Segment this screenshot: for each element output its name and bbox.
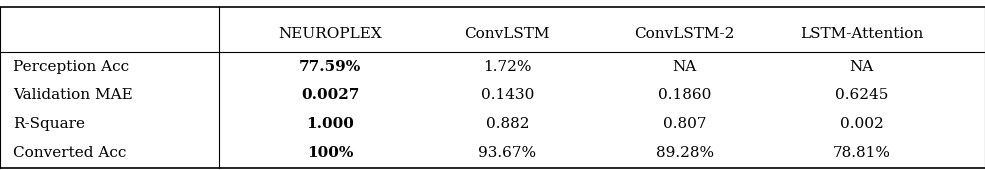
Text: 77.59%: 77.59% <box>298 59 361 73</box>
Text: NEUROPLEX: NEUROPLEX <box>278 27 382 41</box>
Text: Perception Acc: Perception Acc <box>13 59 129 73</box>
Text: LSTM-Attention: LSTM-Attention <box>800 27 924 41</box>
Text: Validation MAE: Validation MAE <box>13 88 133 102</box>
Text: NA: NA <box>850 59 874 73</box>
Text: NA: NA <box>673 59 696 73</box>
Text: 78.81%: 78.81% <box>833 146 890 160</box>
Text: 1.72%: 1.72% <box>483 59 532 73</box>
Text: 0.807: 0.807 <box>663 117 706 131</box>
Text: 100%: 100% <box>306 146 354 160</box>
Text: 0.002: 0.002 <box>840 117 884 131</box>
Text: R-Square: R-Square <box>13 117 85 131</box>
Text: ConvLSTM: ConvLSTM <box>465 27 550 41</box>
Text: 0.882: 0.882 <box>486 117 529 131</box>
Text: 1.000: 1.000 <box>306 117 354 131</box>
Text: 93.67%: 93.67% <box>478 146 537 160</box>
Text: 89.28%: 89.28% <box>655 146 714 160</box>
Text: Converted Acc: Converted Acc <box>13 146 126 160</box>
Text: 0.6245: 0.6245 <box>835 88 888 102</box>
Text: ConvLSTM-2: ConvLSTM-2 <box>634 27 735 41</box>
Text: 0.1430: 0.1430 <box>481 88 534 102</box>
Text: 0.1860: 0.1860 <box>658 88 711 102</box>
Text: 0.0027: 0.0027 <box>300 88 360 102</box>
